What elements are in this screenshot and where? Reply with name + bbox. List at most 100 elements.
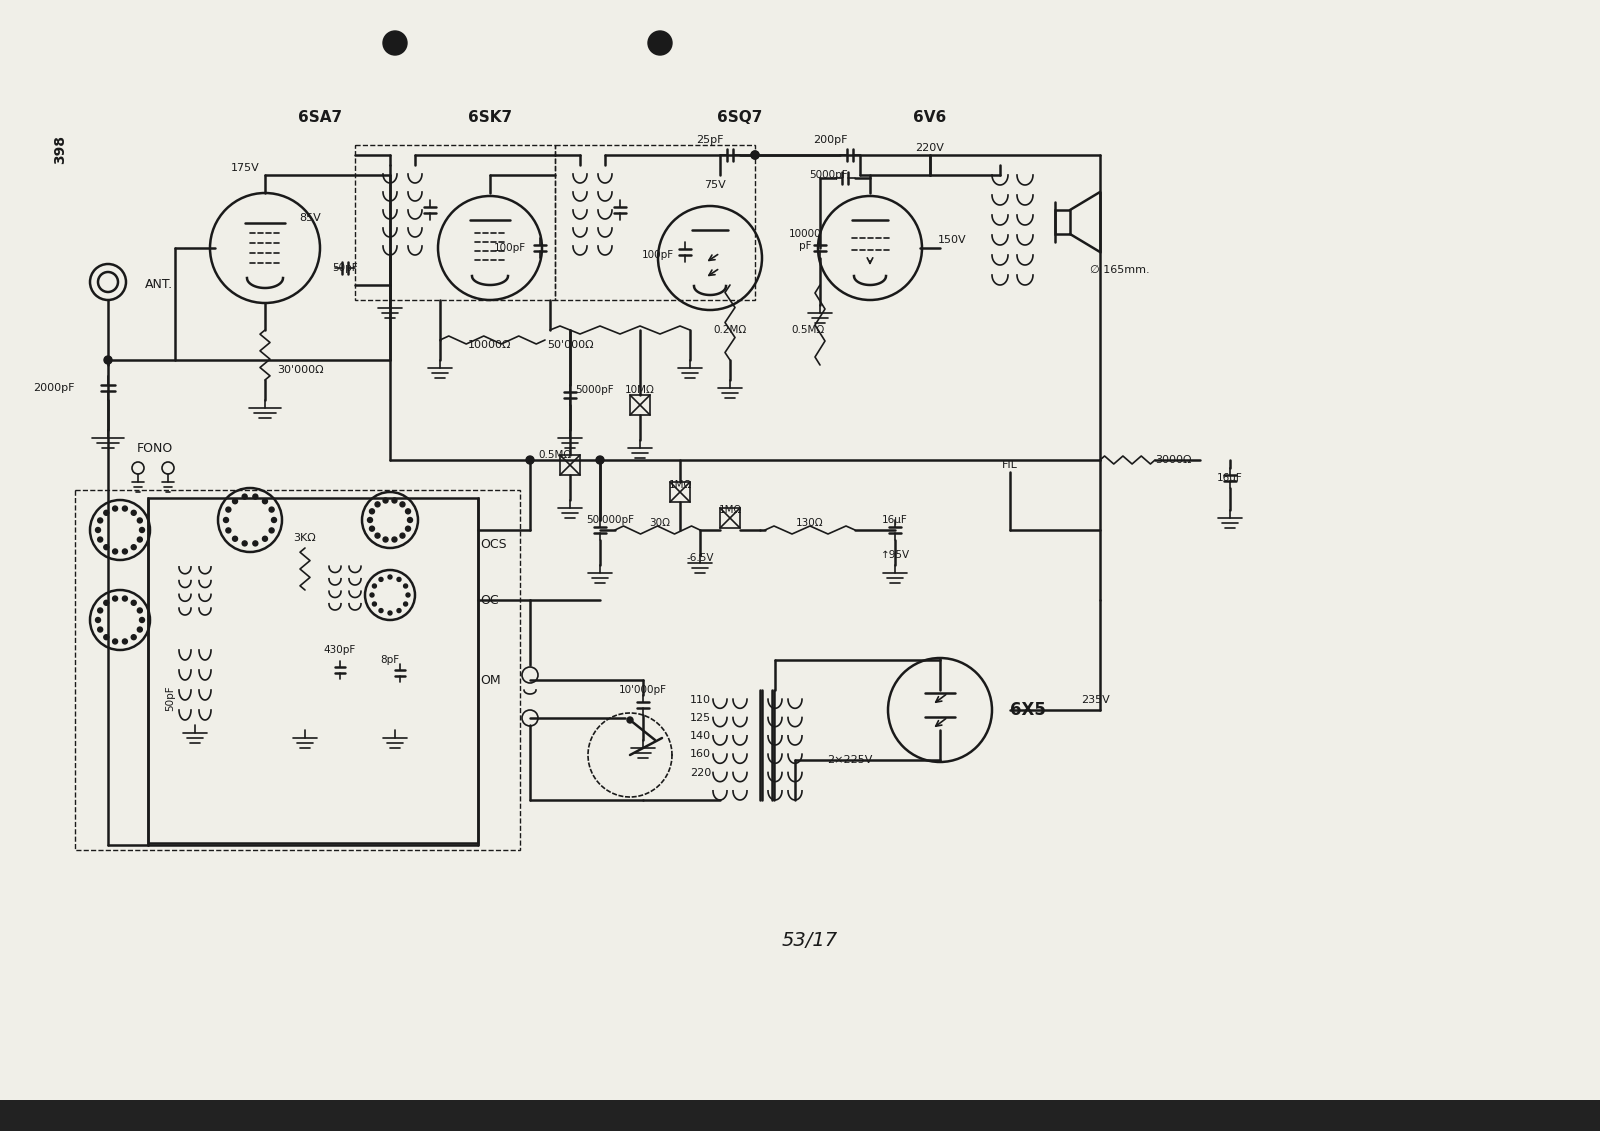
Circle shape bbox=[242, 494, 246, 499]
Text: 50pF: 50pF bbox=[165, 685, 174, 710]
Circle shape bbox=[272, 518, 277, 523]
Circle shape bbox=[112, 639, 118, 644]
Text: 6V6: 6V6 bbox=[914, 111, 947, 126]
Bar bbox=[630, 395, 650, 415]
Circle shape bbox=[232, 536, 237, 542]
Text: 16μF: 16μF bbox=[882, 515, 907, 525]
Circle shape bbox=[224, 518, 229, 523]
Text: FONO: FONO bbox=[138, 441, 173, 455]
Text: 140: 140 bbox=[690, 731, 710, 741]
Text: 6X5: 6X5 bbox=[1010, 701, 1046, 719]
Text: 150V: 150V bbox=[938, 235, 966, 245]
Circle shape bbox=[750, 152, 758, 159]
Circle shape bbox=[131, 601, 136, 605]
Circle shape bbox=[138, 537, 142, 542]
Text: 50pF: 50pF bbox=[333, 264, 358, 273]
Text: 130Ω: 130Ω bbox=[797, 518, 824, 528]
Bar bbox=[75, 490, 520, 851]
Circle shape bbox=[397, 578, 402, 581]
Text: FIL: FIL bbox=[1002, 460, 1018, 470]
Text: 10000Ω: 10000Ω bbox=[469, 340, 512, 349]
Text: 25pF: 25pF bbox=[696, 135, 723, 145]
Bar bbox=[670, 482, 690, 502]
Bar bbox=[560, 455, 579, 475]
Circle shape bbox=[104, 545, 109, 550]
Text: 30'000Ω: 30'000Ω bbox=[277, 365, 323, 375]
Text: 75V: 75V bbox=[704, 180, 726, 190]
Text: 50'000pF: 50'000pF bbox=[586, 515, 634, 525]
Text: 160: 160 bbox=[690, 749, 710, 759]
Text: 10000
pF: 10000 pF bbox=[789, 230, 821, 251]
Bar bbox=[355, 145, 555, 300]
Text: 398: 398 bbox=[53, 136, 67, 164]
Text: ∅ 165mm.: ∅ 165mm. bbox=[1090, 265, 1150, 275]
Text: 85V: 85V bbox=[299, 213, 322, 223]
Circle shape bbox=[374, 502, 381, 507]
Text: 8pF: 8pF bbox=[381, 655, 400, 665]
Circle shape bbox=[373, 584, 376, 588]
Circle shape bbox=[96, 527, 101, 533]
Circle shape bbox=[131, 545, 136, 550]
Circle shape bbox=[122, 639, 128, 644]
Circle shape bbox=[112, 549, 118, 554]
Bar bbox=[1054, 210, 1070, 234]
Circle shape bbox=[122, 549, 128, 554]
Circle shape bbox=[138, 518, 142, 523]
Circle shape bbox=[104, 634, 109, 640]
Circle shape bbox=[232, 499, 237, 503]
Circle shape bbox=[750, 152, 758, 159]
Circle shape bbox=[392, 537, 397, 542]
Circle shape bbox=[406, 593, 410, 597]
Circle shape bbox=[370, 593, 374, 597]
Circle shape bbox=[226, 528, 230, 533]
Circle shape bbox=[253, 494, 258, 499]
Circle shape bbox=[382, 537, 389, 542]
Circle shape bbox=[253, 541, 258, 546]
Bar bbox=[147, 498, 478, 843]
Text: 200pF: 200pF bbox=[813, 135, 848, 145]
Text: 30Ω: 30Ω bbox=[650, 518, 670, 528]
Circle shape bbox=[269, 507, 274, 512]
Circle shape bbox=[242, 541, 246, 546]
Text: 3KΩ: 3KΩ bbox=[294, 533, 317, 543]
Text: 10'000pF: 10'000pF bbox=[619, 685, 667, 696]
Circle shape bbox=[104, 601, 109, 605]
Circle shape bbox=[368, 518, 373, 523]
Circle shape bbox=[403, 584, 408, 588]
Text: 10MΩ: 10MΩ bbox=[626, 385, 654, 395]
Text: 430pF: 430pF bbox=[323, 645, 357, 655]
Text: 125: 125 bbox=[690, 713, 710, 723]
Circle shape bbox=[397, 608, 402, 613]
Circle shape bbox=[122, 506, 128, 511]
Circle shape bbox=[98, 627, 102, 632]
Text: OM: OM bbox=[480, 673, 501, 687]
Circle shape bbox=[139, 527, 144, 533]
Circle shape bbox=[112, 506, 118, 511]
Circle shape bbox=[595, 456, 605, 464]
Text: 0.5MΩ: 0.5MΩ bbox=[792, 325, 824, 335]
Circle shape bbox=[370, 526, 374, 532]
Circle shape bbox=[374, 533, 381, 538]
Circle shape bbox=[387, 575, 392, 579]
Circle shape bbox=[262, 536, 267, 542]
Circle shape bbox=[139, 618, 144, 622]
Text: 6SA7: 6SA7 bbox=[298, 111, 342, 126]
Circle shape bbox=[104, 510, 109, 516]
Text: 50'000Ω: 50'000Ω bbox=[547, 340, 594, 349]
Bar bbox=[0, 1100, 1600, 1131]
Text: 1MΩ: 1MΩ bbox=[718, 506, 742, 515]
Bar bbox=[555, 145, 755, 300]
Text: 235V: 235V bbox=[1080, 696, 1109, 705]
Circle shape bbox=[269, 528, 274, 533]
Text: 16μF: 16μF bbox=[1218, 473, 1243, 483]
Circle shape bbox=[138, 627, 142, 632]
Circle shape bbox=[382, 31, 406, 55]
Text: 53/17: 53/17 bbox=[782, 931, 838, 950]
Circle shape bbox=[98, 537, 102, 542]
Circle shape bbox=[387, 611, 392, 615]
Circle shape bbox=[379, 608, 382, 613]
Circle shape bbox=[382, 498, 389, 503]
Circle shape bbox=[392, 498, 397, 503]
Circle shape bbox=[405, 526, 411, 532]
Text: 0.2MΩ: 0.2MΩ bbox=[714, 325, 747, 335]
